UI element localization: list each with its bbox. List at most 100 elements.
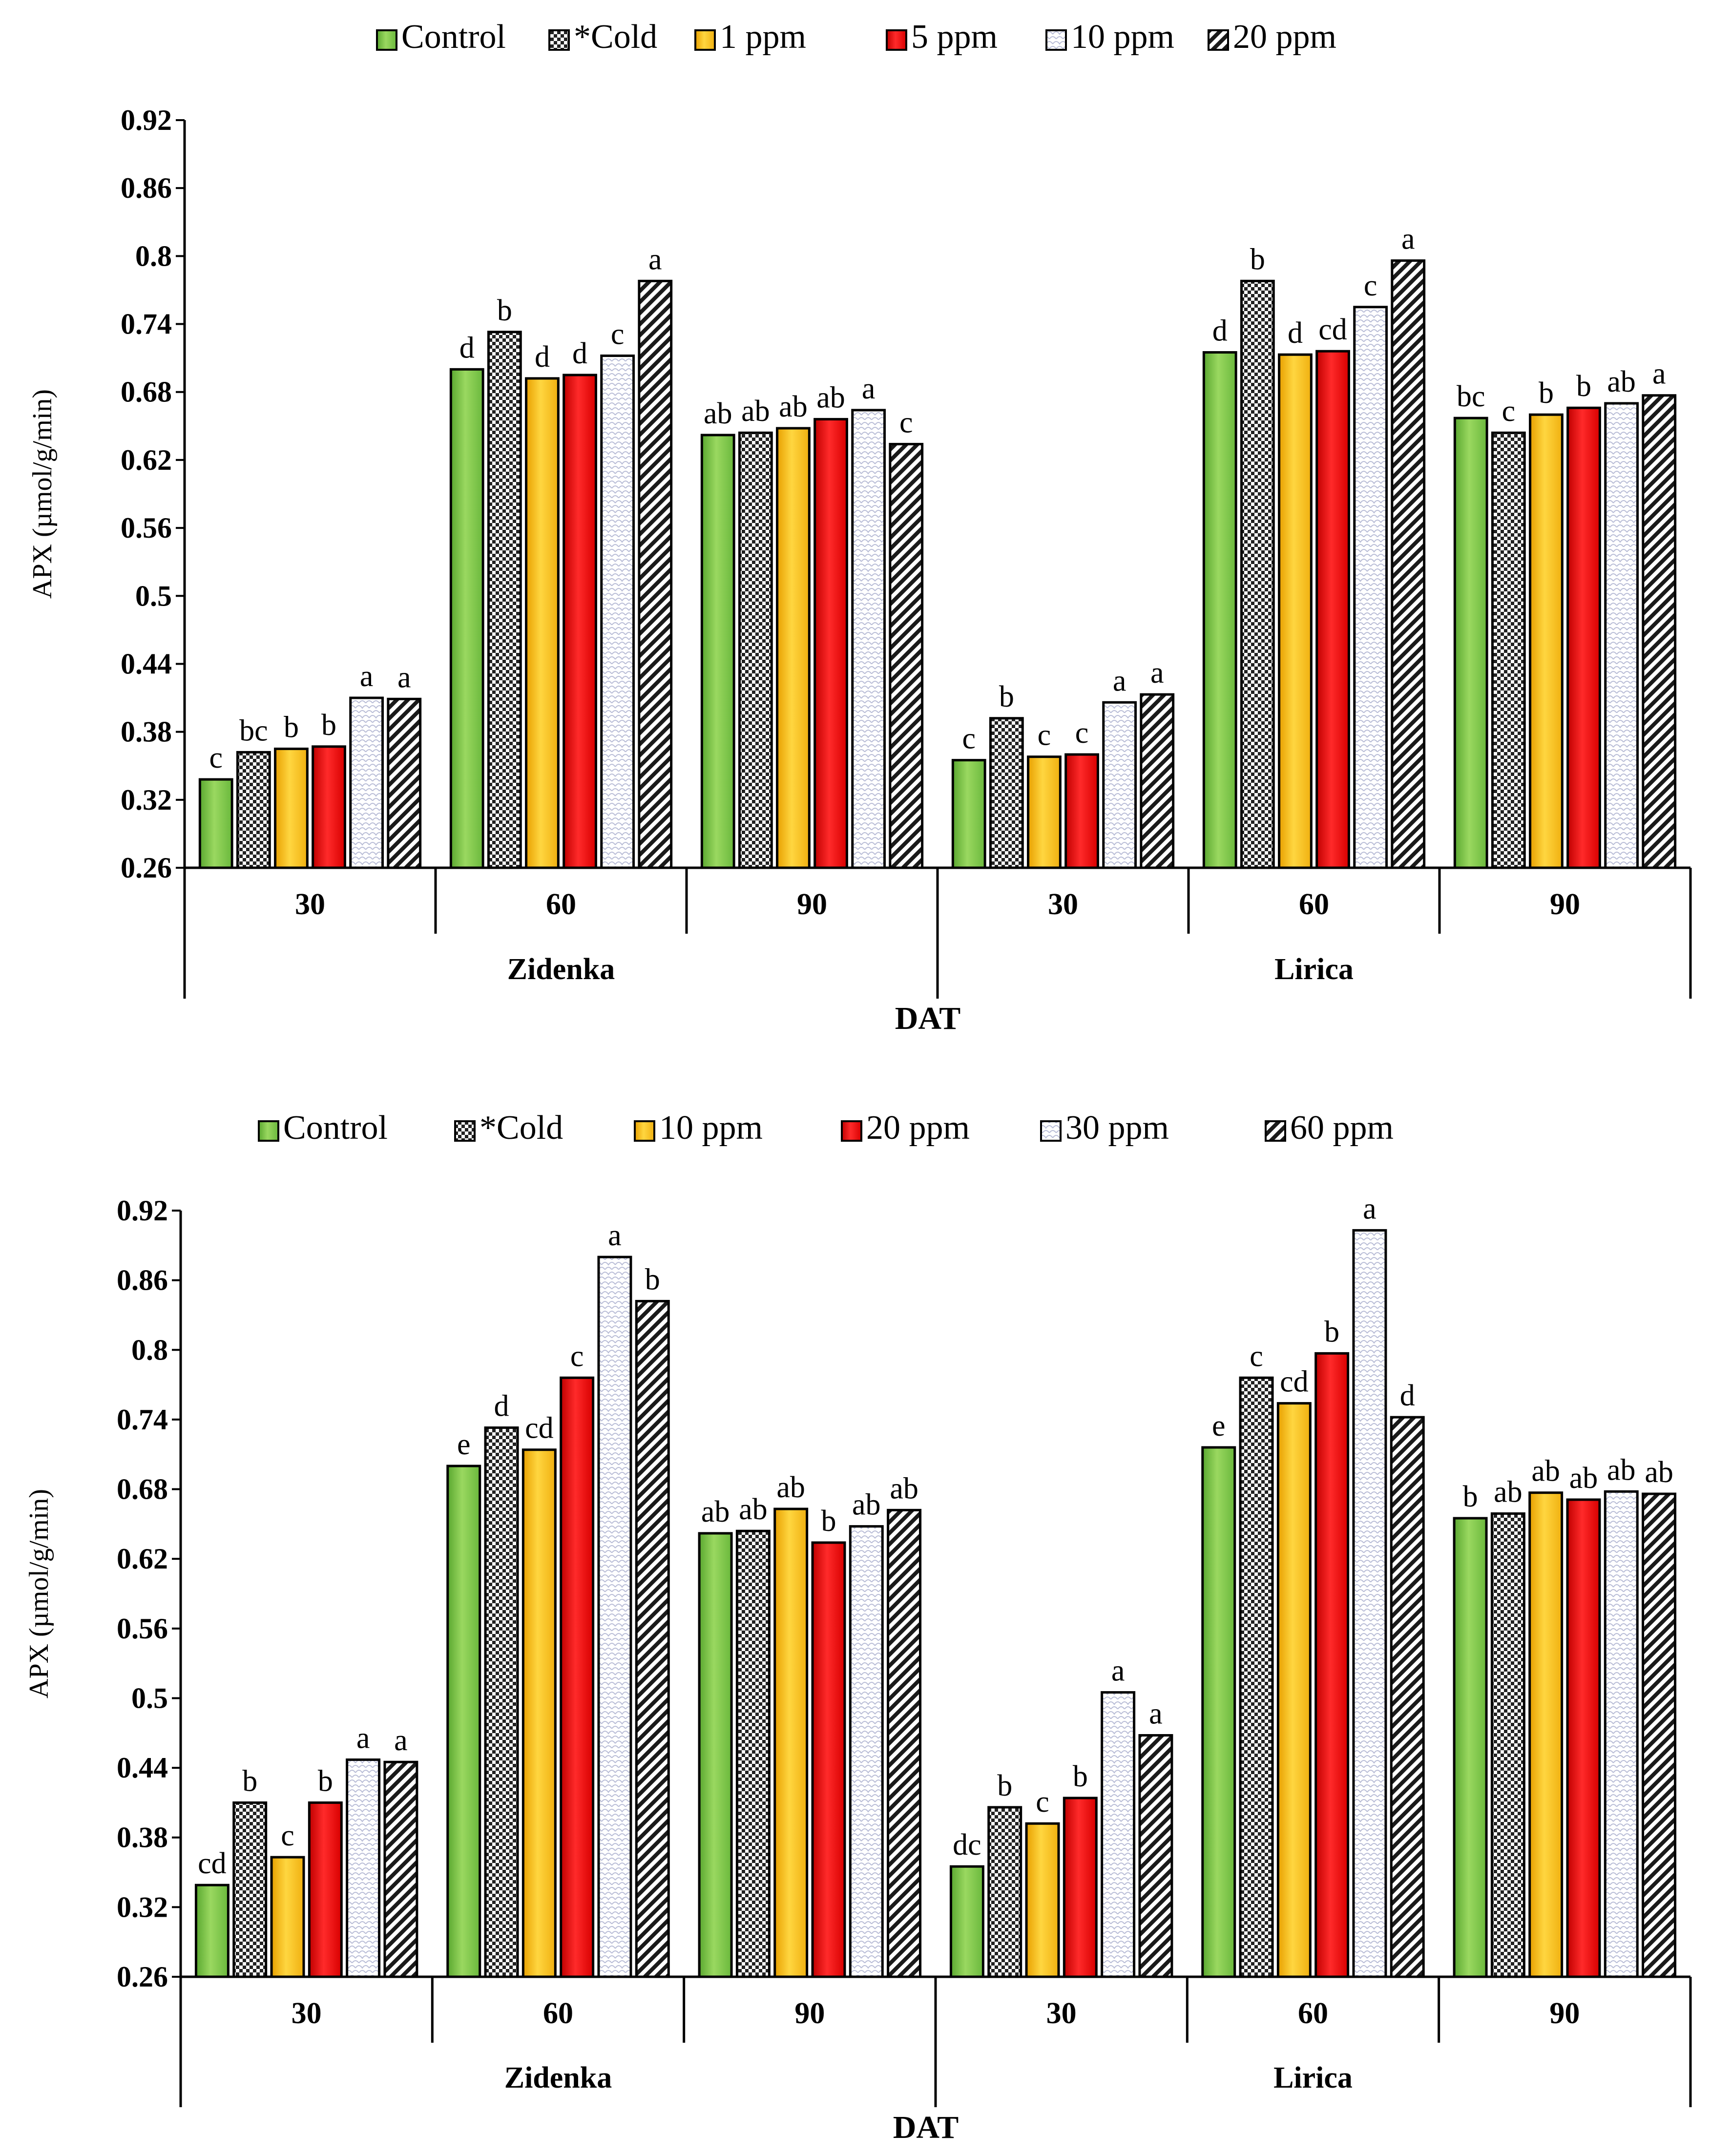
bar (735, 1529, 771, 1978)
bar (232, 1801, 268, 1978)
significance-letter: c (1250, 1340, 1263, 1373)
y-tick-label: 0.38 (121, 716, 172, 748)
significance-letter: e (457, 1428, 471, 1461)
bar (851, 409, 886, 869)
bar (1566, 1498, 1601, 1978)
bar (1604, 1490, 1639, 1978)
bar (949, 1865, 984, 1978)
bar (1064, 753, 1099, 869)
bar (1140, 693, 1175, 869)
significance-letter: b (321, 709, 336, 742)
bar (1102, 701, 1137, 869)
significance-letter: cd (1280, 1365, 1309, 1399)
bar (1063, 1797, 1098, 1978)
significance-letter: a (648, 243, 662, 276)
significance-letter: e (1212, 1409, 1226, 1443)
bar (849, 1525, 884, 1978)
y-tick-label: 0.8 (131, 1334, 168, 1366)
y-tick-label: 0.8 (135, 240, 172, 272)
significance-letter: c (281, 1819, 294, 1852)
significance-letter: cd (1318, 313, 1347, 346)
x-tick-label: 90 (794, 1997, 825, 2030)
significance-letter: c (899, 406, 913, 439)
x-axis-title: DAT (893, 2110, 959, 2145)
y-tick-label: 0.32 (117, 1891, 168, 1923)
significance-letter: b (242, 1764, 257, 1798)
significance-letter: c (1364, 269, 1377, 302)
bar (560, 1376, 595, 1978)
bar (951, 759, 986, 869)
bar (1276, 1402, 1312, 1978)
x-tick-label: 30 (1046, 1997, 1077, 2030)
legend-swatch-4 (1040, 1120, 1062, 1142)
bar (638, 279, 673, 869)
y-tick-label: 0.5 (135, 580, 172, 612)
significance-letter: d (1288, 316, 1303, 350)
significance-letter: a (394, 1724, 408, 1757)
legend-label-4: 30 ppm (1065, 1109, 1169, 1147)
x-axis: 30 60 90 30 60 90 Zidenka Lirica (179, 1975, 1692, 2107)
bar (1353, 306, 1388, 869)
significance-letter: d (572, 337, 587, 370)
y-axis-title: APX (µmol/g/min) (27, 389, 58, 599)
y-tick-label: 0.26 (121, 852, 172, 884)
significance-letter: b (497, 294, 512, 327)
legend-swatch-5 (1265, 1120, 1286, 1142)
significance-letter: d (494, 1390, 509, 1423)
y-tick-label: 0.62 (117, 1543, 168, 1575)
y-tick-label: 0.5 (131, 1682, 168, 1714)
legend: Control *Cold 1 ppm 5 ppm 10 ppm 20 ppm (376, 18, 1336, 56)
significance-letter: a (1401, 223, 1415, 256)
bar (776, 427, 811, 869)
significance-letter: ab (1607, 1453, 1636, 1486)
legend-swatch-1 (548, 29, 570, 51)
bar (525, 377, 560, 869)
bar (484, 1426, 519, 1978)
y-tick-label: 0.26 (117, 1961, 168, 1993)
significance-letter: b (1463, 1480, 1478, 1513)
x-tick-label: 90 (797, 888, 827, 921)
legend-swatch-0 (376, 29, 397, 51)
bar (813, 418, 848, 869)
chart-panel-top: Control *Cold 1 ppm 5 ppm 10 ppm 20 ppm 0.26 0.… (27, 18, 1692, 1036)
significance-letter: c (209, 741, 223, 774)
significance-letter: c (1075, 716, 1089, 750)
significance-letter: b (1576, 370, 1591, 403)
y-tick-label: 0.38 (117, 1821, 168, 1854)
bar (1566, 406, 1601, 869)
legend-label-2: 10 ppm (659, 1109, 763, 1147)
significance-letter: a (1113, 664, 1126, 697)
bar (387, 697, 422, 869)
significance-letter: bc (239, 714, 268, 747)
bar (738, 431, 773, 869)
x-tick-label: 30 (295, 888, 325, 921)
bar (1528, 1491, 1564, 1978)
significance-letter: c (962, 722, 976, 755)
y-tick-label: 0.44 (121, 648, 172, 680)
bar (1315, 350, 1350, 869)
y-tick-label: 0.56 (117, 1612, 168, 1645)
legend-swatch-1 (454, 1120, 476, 1142)
bar (1491, 431, 1526, 869)
significance-letter: d (535, 340, 550, 374)
bar (989, 717, 1024, 869)
significance-letter: d (459, 331, 475, 364)
bar (1490, 1512, 1525, 1978)
bar (1239, 1376, 1274, 1978)
significance-letter: ab (1569, 1462, 1598, 1495)
significance-letter: b (318, 1764, 333, 1798)
bar (236, 751, 271, 869)
significance-letter: c (611, 317, 625, 351)
bar (194, 1884, 229, 1978)
legend-label-2: 1 ppm (720, 18, 806, 56)
bar (600, 354, 635, 869)
x-tick-label: 90 (1549, 1997, 1580, 2030)
legend-swatch-4 (1045, 29, 1067, 51)
significance-letter: ab (1494, 1475, 1522, 1508)
significance-letter: a (360, 660, 374, 693)
bar (1278, 353, 1313, 869)
bar (889, 442, 924, 869)
bar (1453, 417, 1488, 869)
